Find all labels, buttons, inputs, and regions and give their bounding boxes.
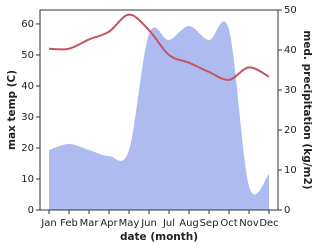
x-tick-label: Jul <box>162 218 175 229</box>
y2-tick-label: 20 <box>284 125 297 136</box>
y-tick-label: 50 <box>21 50 34 61</box>
x-tick-label: Feb <box>60 218 78 229</box>
y-tick-label: 20 <box>21 143 34 154</box>
y-tick-label: 30 <box>21 112 34 123</box>
y2-axis-label: med. precipitation (kg/m2) <box>301 30 313 189</box>
x-tick-label: Sep <box>200 218 219 229</box>
x-tick-label: Apr <box>100 218 118 229</box>
y2-tick-label: 30 <box>284 85 297 96</box>
plot-frame <box>39 9 279 211</box>
y-tick-label: 0 <box>28 205 34 216</box>
y2-tick-label: 10 <box>284 165 297 176</box>
x-tick-label: May <box>119 218 140 229</box>
x-axis-label: date (month) <box>120 231 198 243</box>
y2-tick-label: 50 <box>284 5 297 16</box>
x-tick-label: Jun <box>140 218 157 229</box>
y-axis-label: max temp (C) <box>6 70 18 150</box>
y2-tick-label: 0 <box>284 205 290 216</box>
x-tick-label: Oct <box>220 218 237 229</box>
x-tick-label: Dec <box>259 218 278 229</box>
chart: date (month) max temp (C) med. precipita… <box>6 5 313 243</box>
temp-line <box>48 13 270 81</box>
y-tick-label: 60 <box>21 19 34 30</box>
y2-tick-label: 40 <box>284 45 297 56</box>
x-tick-label: Nov <box>239 218 259 229</box>
y-tick-label: 10 <box>21 174 34 185</box>
x-tick-label: Aug <box>179 218 199 229</box>
y-tick-label: 40 <box>21 81 34 92</box>
x-tick-label: Mar <box>80 218 100 229</box>
precipitation-area <box>49 21 269 210</box>
x-tick-label: Jan <box>40 218 56 229</box>
